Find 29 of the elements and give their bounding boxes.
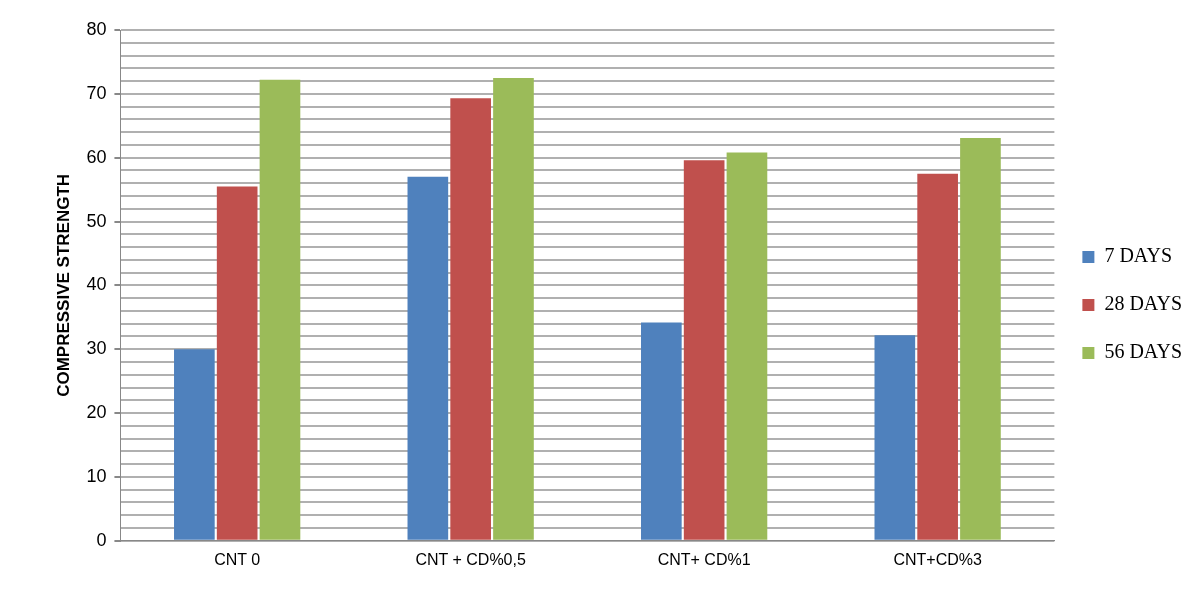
- bar: [174, 349, 215, 540]
- x-tick-label: CNT + CD%0,5: [415, 550, 526, 568]
- x-tick-label: CNT+ CD%1: [657, 550, 751, 568]
- bar: [917, 173, 958, 540]
- y-tick-label: 80: [86, 18, 107, 39]
- y-tick-label: 10: [86, 465, 107, 486]
- bar: [683, 160, 725, 540]
- bar: [216, 186, 258, 540]
- y-tick-label: 20: [86, 402, 107, 423]
- legend-label: 56 DAYS: [1104, 340, 1183, 363]
- y-tick-label: 50: [86, 210, 107, 231]
- y-tick-label: 30: [86, 338, 107, 359]
- y-tick-label: 60: [86, 146, 107, 167]
- y-tick-label: 0: [96, 529, 107, 550]
- y-tick-label: 70: [86, 82, 107, 103]
- legend-label: 28 DAYS: [1104, 292, 1183, 315]
- x-tick-label: CNT+CD%3: [893, 550, 982, 568]
- bar: [450, 98, 491, 540]
- y-tick-label: 40: [86, 274, 107, 295]
- bar: [493, 77, 534, 540]
- bar: [726, 152, 768, 540]
- bar: [407, 176, 449, 540]
- bar: [641, 322, 682, 540]
- y-axis-title: COMPRESSIVE STRENGTH: [53, 173, 73, 397]
- bar: [259, 79, 301, 540]
- legend-label: 7 DAYS: [1104, 244, 1173, 267]
- x-tick-label: CNT 0: [214, 550, 261, 568]
- bar: [874, 335, 916, 540]
- bar: [960, 137, 1001, 540]
